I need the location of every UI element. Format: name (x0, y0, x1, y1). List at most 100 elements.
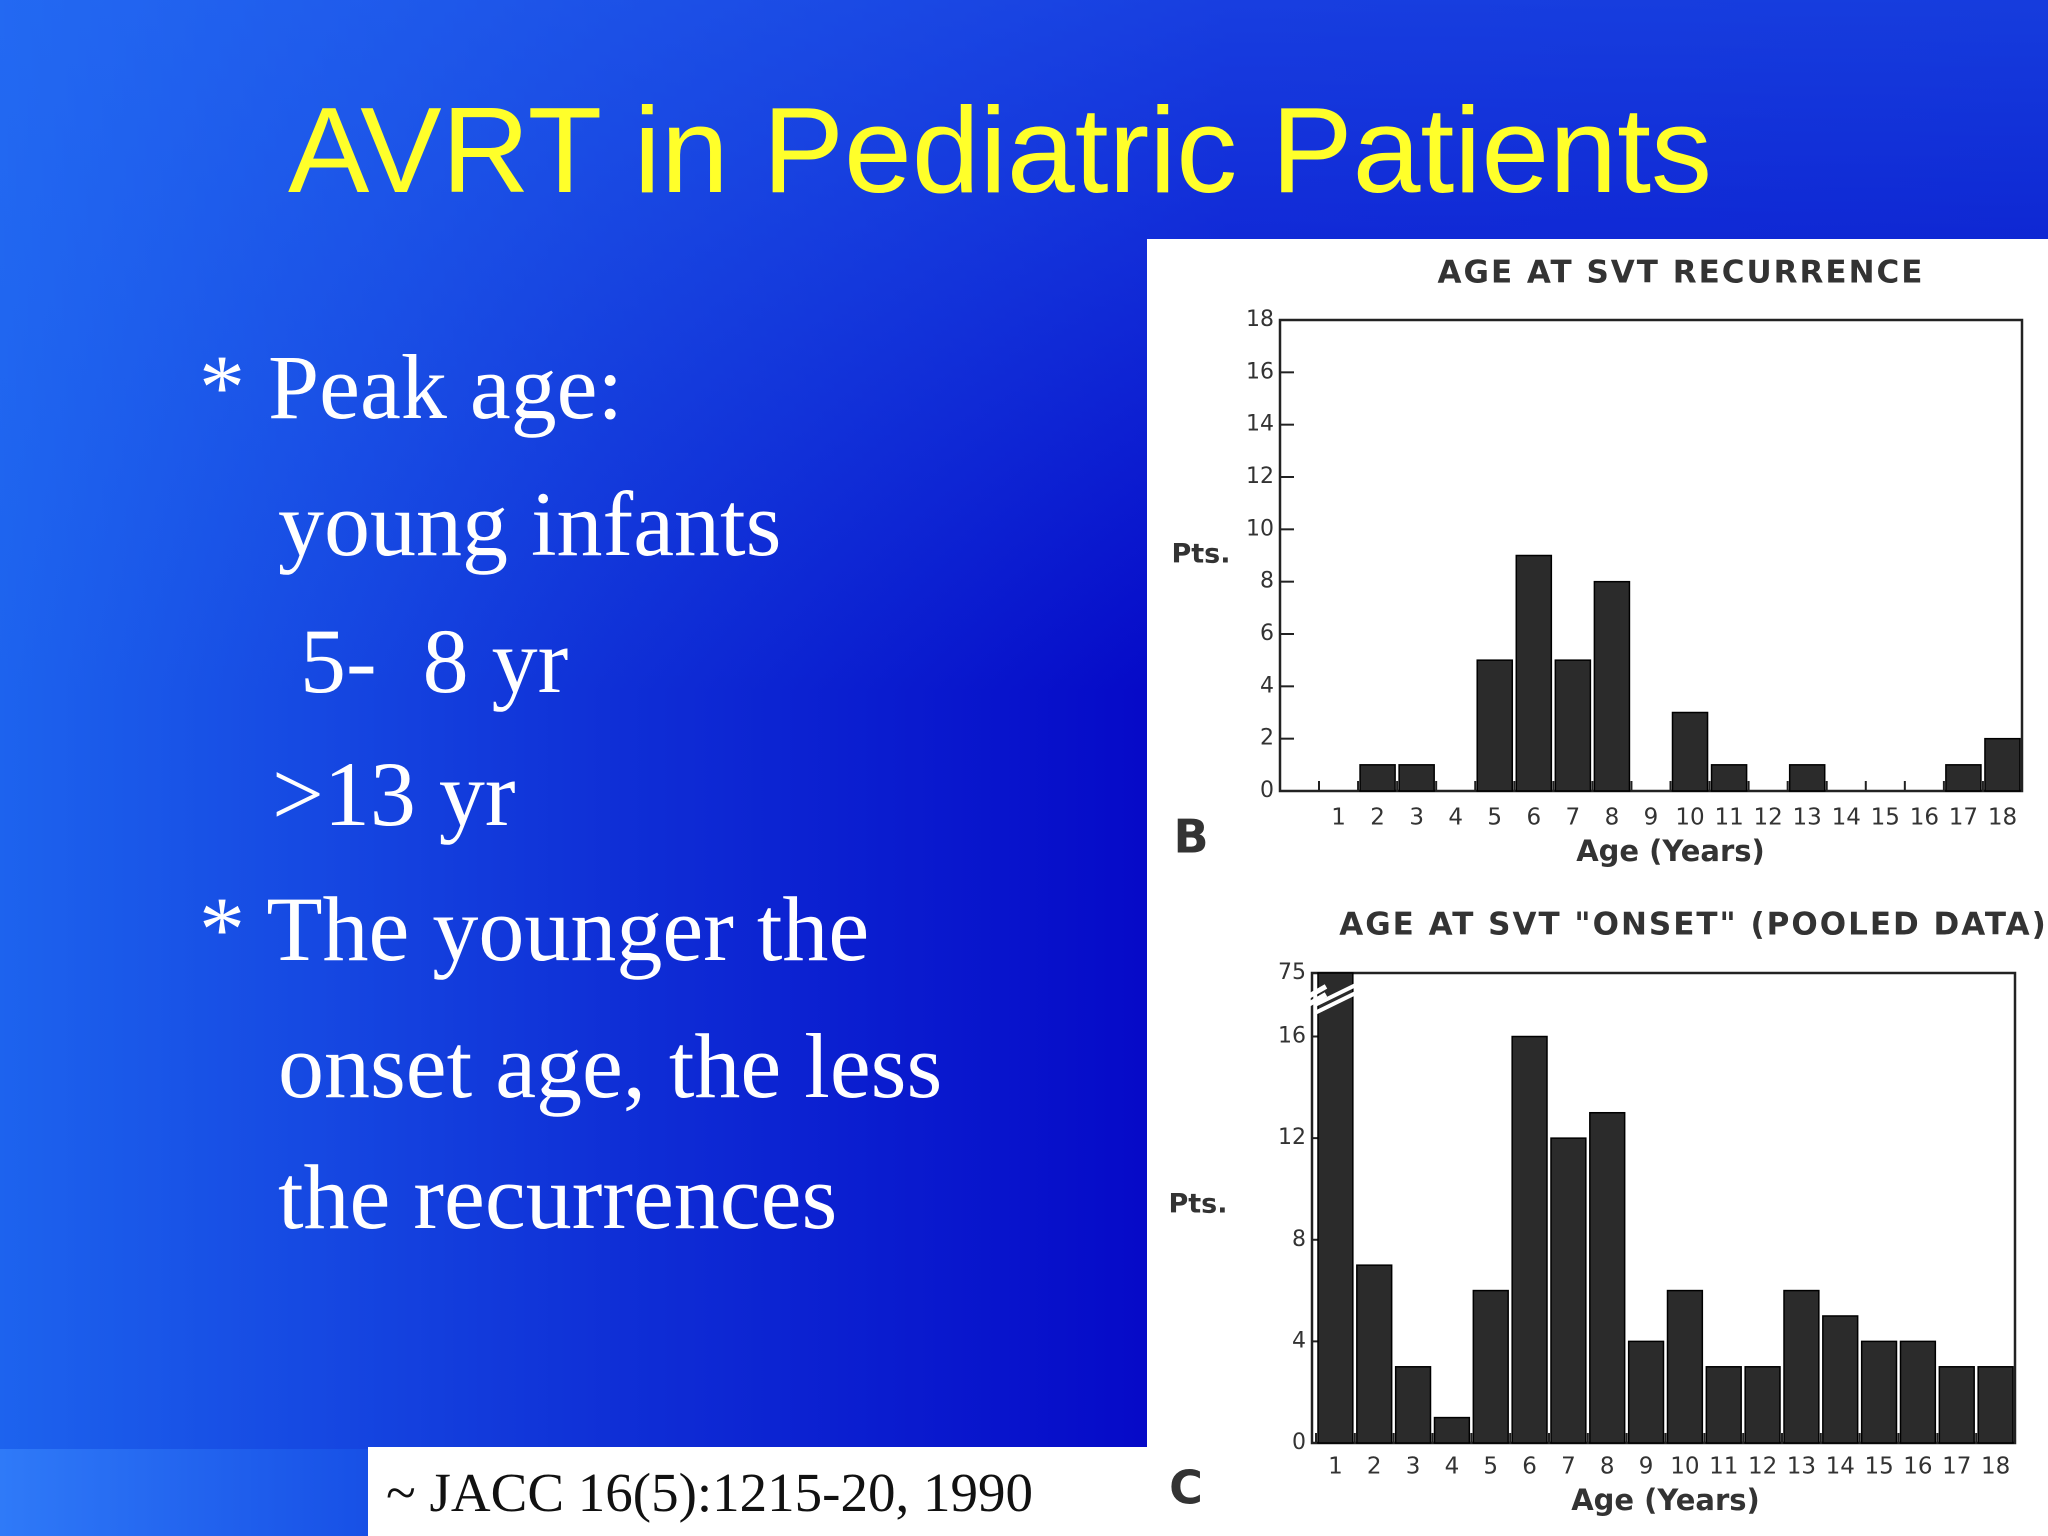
bar (1593, 580, 1631, 792)
y-tick-label: 18 (1246, 307, 1274, 332)
axis-break (1315, 982, 1358, 1007)
y-tick-label: 16 (1278, 1024, 1306, 1049)
y-tick-label: 14 (1246, 412, 1274, 437)
x-tick-label: 15 (1871, 805, 1900, 831)
x-tick-label: 16 (1903, 1454, 1932, 1480)
slide-title: AVRT in Pediatric Patients (287, 82, 1713, 218)
bar (1398, 764, 1435, 792)
bullet: the recurrences (278, 1146, 838, 1248)
bar (1860, 1340, 1898, 1444)
bar (1666, 1289, 1704, 1444)
citation-box: ~ JACC 16(5):1215-20, 1990 (368, 1447, 1147, 1536)
x-tick-label: 17 (1942, 1454, 1971, 1480)
x-tick-label: 4 (1445, 1454, 1460, 1480)
x-tick-label: 17 (1949, 805, 1978, 831)
plot-frame (1278, 318, 2024, 793)
x-tick-label: 8 (1605, 805, 1620, 831)
x-tick-label: 12 (1753, 805, 1782, 831)
y-axis-label: Pts. (1171, 539, 1230, 570)
x-tick-label: 13 (1793, 805, 1822, 831)
x-tick-label: 12 (1748, 1454, 1777, 1480)
y-tick-label: 0 (1292, 1430, 1306, 1455)
x-tick-label: 18 (1981, 1454, 2010, 1480)
x-tick-label: 15 (1864, 1454, 1893, 1480)
bar (1710, 764, 1748, 792)
y-tick-label: 12 (1246, 464, 1274, 489)
y-tick-label: 0 (1260, 778, 1274, 803)
y-tick-label: 6 (1260, 621, 1274, 646)
bar (1554, 659, 1592, 792)
x-tick-label: 11 (1709, 1454, 1738, 1480)
y-tick-label: 4 (1292, 1328, 1306, 1353)
chart-title: AGE AT SVT "ONSET" (POOLED DATA) (1339, 907, 2048, 943)
y-tick-label: 8 (1292, 1227, 1306, 1252)
bar (1359, 764, 1396, 792)
y-axis-label: Pts. (1168, 1189, 1227, 1220)
x-axis-label: Age (Years) (1576, 834, 1765, 868)
bar (1984, 737, 2021, 792)
chart-panel: AGE AT SVT RECURRENCE Pts. B Age (Years) 0 2 4… (1147, 239, 2048, 1536)
panel-label: B (1173, 810, 1208, 864)
x-tick-label: 1 (1328, 1454, 1343, 1480)
bar (1472, 1289, 1509, 1444)
bar (1938, 1366, 1975, 1444)
y-tick-label: 16 (1246, 359, 1274, 384)
x-tick-label: 1 (1331, 805, 1346, 831)
x-tick-label: 2 (1367, 1454, 1382, 1480)
chart-title: AGE AT SVT RECURRENCE (1438, 255, 1925, 291)
x-tick-label: 2 (1370, 805, 1385, 831)
x-axis-label: Age (Years) (1571, 1483, 1760, 1517)
bar (1945, 764, 1982, 792)
axis-break (1296, 984, 1328, 1005)
bar (1356, 1264, 1393, 1444)
x-tick-label: 5 (1483, 1454, 1498, 1480)
x-tick-label: 6 (1522, 1454, 1537, 1480)
y-tick-label: 10 (1246, 516, 1274, 541)
x-tick-label: 7 (1561, 1454, 1576, 1480)
x-tick-label: 3 (1406, 1454, 1421, 1480)
x-tick-label: 9 (1644, 805, 1659, 831)
bar (1899, 1340, 1937, 1444)
y-tick-label: 4 (1260, 673, 1274, 698)
bar (1744, 1366, 1781, 1444)
panel-label: C (1169, 1461, 1203, 1515)
x-tick-label: 10 (1670, 1454, 1699, 1480)
axis-break (1315, 990, 1358, 1015)
bar (1671, 711, 1709, 792)
x-tick-label: 18 (1988, 805, 2017, 831)
bullet: 5- 8 yr (300, 610, 569, 712)
bar (1589, 1111, 1626, 1444)
bar (1476, 659, 1514, 792)
x-tick-label: 9 (1639, 1454, 1654, 1480)
x-tick-label: 10 (1675, 805, 1704, 831)
bar (1317, 972, 1354, 1444)
bar (1515, 554, 1553, 792)
x-tick-label: 16 (1910, 805, 1939, 831)
x-tick-label: 11 (1714, 805, 1743, 831)
bar (1511, 1035, 1548, 1444)
x-tick-label: 14 (1832, 805, 1861, 831)
x-tick-label: 7 (1566, 805, 1581, 831)
bullet: >13 yr (272, 743, 516, 845)
bullet: onset age, the less (278, 1015, 943, 1117)
bar (1705, 1366, 1742, 1444)
x-tick-label: 3 (1409, 805, 1424, 831)
x-tick-label: 6 (1526, 805, 1541, 831)
bar (1550, 1137, 1587, 1444)
bar (1977, 1366, 2014, 1444)
y-tick-label: 12 (1278, 1125, 1306, 1150)
bar (1788, 764, 1826, 792)
bullet: * Peak age: (199, 336, 624, 438)
bar (1822, 1315, 1859, 1444)
citation: ~ JACC 16(5):1215-20, 1990 (386, 1462, 1033, 1523)
bar (1394, 1366, 1432, 1444)
y-tick-label: 8 (1260, 569, 1274, 594)
y-tick-label: 2 (1260, 726, 1274, 751)
y-tick-label: 75 (1278, 960, 1306, 985)
bar (1433, 1416, 1471, 1444)
x-tick-label: 13 (1787, 1454, 1816, 1480)
x-tick-label: 8 (1600, 1454, 1615, 1480)
bullet: * The younger the (199, 878, 870, 980)
bar (1627, 1340, 1665, 1444)
x-tick-label: 4 (1448, 805, 1463, 831)
